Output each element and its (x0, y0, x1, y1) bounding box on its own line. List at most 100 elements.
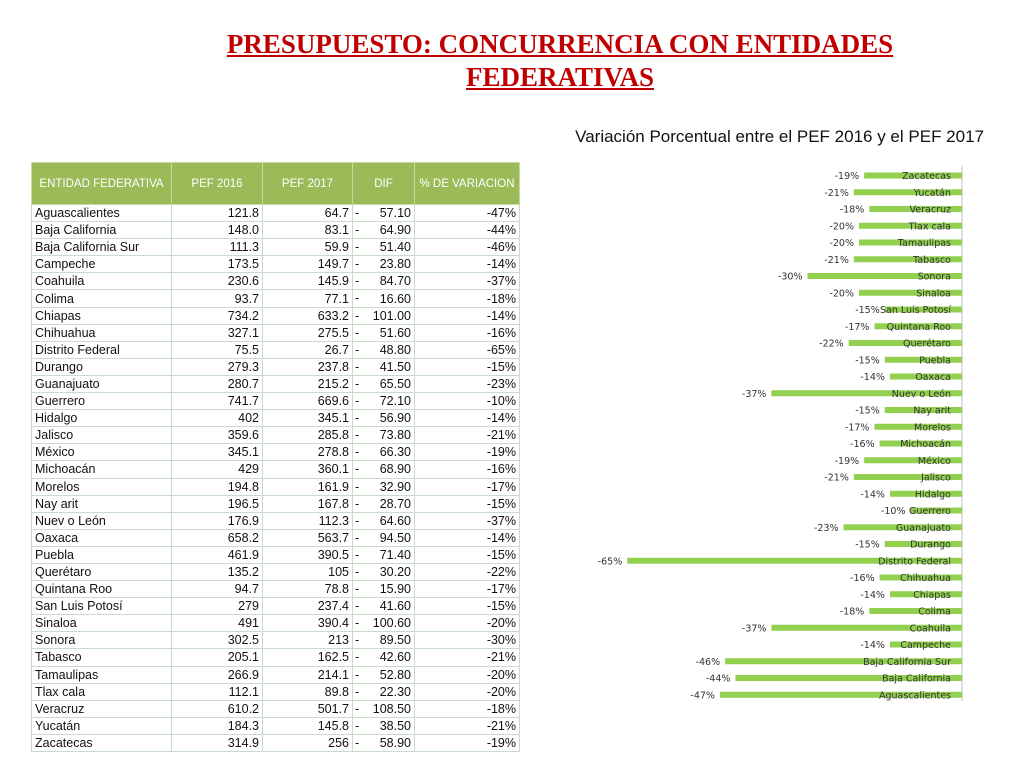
chart-bar (869, 608, 962, 614)
cell-variacion: -18% (414, 289, 520, 308)
dif-value: 64.90 (379, 223, 411, 238)
dif-dash: - (355, 394, 360, 409)
table-row: Querétaro 135.2 105- 30.20 -22% (31, 562, 520, 582)
dif-dash: - (355, 342, 360, 357)
chart-bar (627, 557, 962, 564)
chart-bar (889, 641, 962, 648)
cell-pef2017: 161.9 (262, 477, 353, 496)
chart-bar (884, 306, 962, 313)
chart-category-label: San Luis Potosí (880, 305, 951, 316)
dif-dash: - (355, 513, 360, 528)
cell-pef2016: 327.1 (171, 323, 263, 342)
cell-pef2017: 285.8 (262, 426, 353, 445)
dif-value: 100.60 (372, 616, 411, 631)
cell-variacion: -16% (414, 323, 520, 342)
chart-category-label: Tabasco (912, 255, 951, 266)
chart-category-label: Tlax cala (908, 221, 951, 232)
dif-dash: - (355, 291, 360, 306)
cell-pef2017: 77.1 (262, 289, 353, 308)
cell-variacion: -14% (414, 306, 520, 325)
table-row: Quintana Roo 94.7 78.8- 15.90 -17% (31, 580, 520, 599)
cell-entidad: Puebla (31, 545, 172, 564)
dif-dash: - (355, 547, 360, 562)
cell-entidad: Querétaro (31, 562, 172, 582)
dif-value: 94.50 (379, 530, 411, 545)
cell-variacion: -17% (414, 580, 520, 599)
table-row: Zacatecas 314.9 256- 58.90 -19% (31, 733, 520, 753)
chart-value-label: -20% (829, 238, 854, 249)
cell-pef2016: 93.7 (171, 289, 263, 308)
dif-dash: - (355, 308, 360, 323)
header-pef2016: PEF 2016 (171, 162, 263, 205)
cell-pef2016: 429 (171, 460, 263, 479)
cell-variacion: -15% (414, 545, 520, 564)
cell-entidad: Hidalgo (31, 409, 172, 428)
chart-value-label: -17% (845, 322, 870, 333)
chart-category-label: Jalisco (920, 473, 951, 484)
table-row: Coahuila 230.6 145.9- 84.70 -37% (31, 272, 520, 291)
chart-category-label: Chiapas (913, 590, 951, 601)
table-row: Sinaloa 491 390.4-100.60 -20% (31, 614, 520, 633)
cell-variacion: -21% (414, 648, 520, 667)
title-line-1: PRESUPUESTO: CONCURRENCIA CON ENTIDADES (226, 29, 894, 59)
chart-category-label: Sonora (918, 272, 951, 283)
chart-bar (853, 189, 962, 196)
dif-value: 30.20 (379, 565, 411, 580)
chart-category-label: Aguascalientes (879, 690, 951, 701)
chart-bar (884, 407, 962, 413)
cell-dif: - 89.50 (352, 631, 415, 650)
cell-dif: - 65.50 (352, 374, 415, 394)
cell-variacion: -14% (414, 528, 520, 547)
cell-pef2016: 741.7 (171, 392, 263, 411)
cell-entidad: Tabasco (31, 648, 172, 667)
chart-value-label: -18% (840, 205, 865, 216)
cell-pef2016: 280.7 (171, 374, 263, 394)
table-row: México 345.1 278.8- 66.30 -19% (31, 443, 520, 462)
header-dif: DIF (352, 162, 415, 205)
cell-pef2016: 461.9 (171, 545, 263, 564)
chart-bar (884, 541, 962, 547)
chart-category-label: Hidalgo (915, 489, 951, 500)
cell-variacion: -65% (414, 340, 520, 359)
dif-value: 66.30 (379, 445, 411, 460)
cell-pef2017: 78.8 (262, 580, 353, 599)
cell-entidad: Colima (31, 289, 172, 308)
chart-value-label: -18% (840, 607, 865, 618)
dif-value: 68.90 (379, 462, 411, 477)
dif-dash: - (355, 376, 360, 391)
cell-pef2016: 402 (171, 409, 263, 428)
table-row: Chiapas 734.2 633.2-101.00 -14% (31, 306, 520, 325)
cell-entidad: Yucatán (31, 716, 172, 735)
chart-bar (869, 206, 962, 212)
header-variacion: % DE VARIACION (414, 162, 520, 205)
cell-entidad: San Luis Potosí (31, 597, 172, 616)
dif-value: 72.10 (379, 394, 411, 409)
chart-bar (848, 340, 962, 346)
chart-value-label: -23% (814, 523, 839, 534)
cell-entidad: Nay arit (31, 494, 172, 513)
table-row: Nuev o León 176.9 112.3- 64.60 -37% (31, 511, 520, 530)
chart-value-label: -37% (742, 623, 767, 634)
chart-category-label: Morelos (914, 422, 951, 433)
table-row: Colima 93.7 77.1- 16.60 -18% (31, 289, 520, 308)
cell-variacion: -14% (414, 409, 520, 428)
chart-value-label: -16% (850, 439, 875, 450)
cell-variacion: -16% (414, 460, 520, 479)
chart-bar (879, 440, 962, 447)
cell-entidad: Nuev o León (31, 511, 172, 530)
cell-dif: - 52.80 (352, 665, 415, 684)
cell-pef2016: 75.5 (171, 340, 263, 359)
chart-bar (864, 457, 962, 464)
cell-pef2017: 563.7 (262, 528, 353, 547)
chart-value-label: -47% (690, 690, 715, 701)
cell-variacion: -14% (414, 255, 520, 274)
cell-dif: - 73.80 (352, 426, 415, 445)
cell-dif: - 15.90 (352, 580, 415, 599)
dif-dash: - (355, 735, 360, 750)
table-row: Durango 279.3 237.8- 41.50 -15% (31, 357, 520, 376)
cell-entidad: Tlax cala (31, 682, 172, 701)
table-body: Aguascalientes 121.8 64.7-57.10 -47% Baja Ca… (31, 203, 520, 753)
cell-pef2016: 302.5 (171, 631, 263, 650)
chart-value-label: -46% (696, 657, 721, 668)
chart-category-label: Guerrero (909, 506, 951, 517)
